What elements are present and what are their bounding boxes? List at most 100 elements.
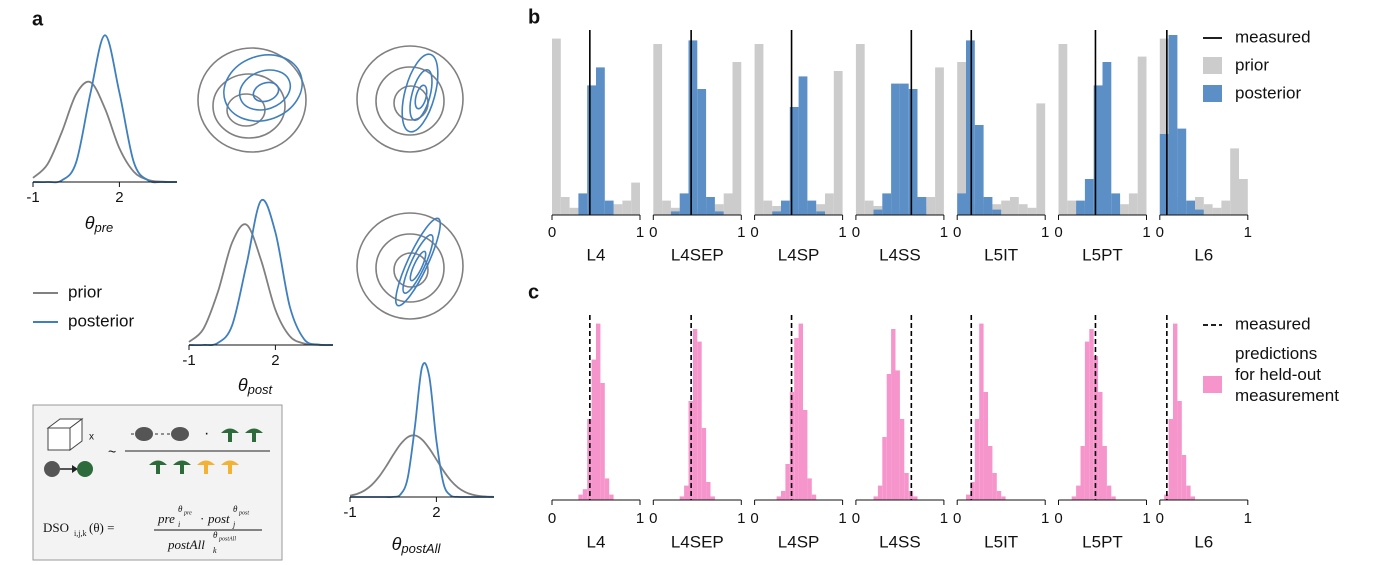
histogram-bar [913, 496, 918, 500]
histogram-bar [701, 428, 707, 500]
x-tick-label: 1 [940, 224, 948, 241]
x-tick-label: 0 [649, 224, 657, 241]
histogram-bar [988, 446, 993, 500]
x-tick-label: 0 [852, 224, 860, 241]
legend-label: posterior [68, 311, 134, 330]
legend-label: measured [1235, 27, 1311, 46]
histogram-bar [582, 489, 588, 500]
histogram-bar [811, 494, 817, 500]
histogram-bar [1106, 485, 1112, 500]
contour-plot [197, 47, 307, 153]
histogram-bar [679, 193, 689, 215]
histogram-bar [772, 206, 781, 215]
model-box: x ~ · DSO i,j,k (θ) = pre i θ pre · post… [32, 404, 283, 561]
histogram-bar [1173, 323, 1178, 500]
category-label: L4 [587, 532, 606, 551]
histogram-bar [781, 200, 790, 215]
histogram-bar [1120, 204, 1129, 215]
histogram-bar [552, 38, 561, 215]
histogram-bar [1067, 200, 1077, 215]
x-tick-label: 0 [1054, 510, 1062, 527]
histogram-bar [807, 200, 817, 215]
histogram-bar [1203, 204, 1213, 215]
x-axis-label-symbol: θ [85, 213, 95, 233]
histogram-bar [970, 482, 975, 500]
histogram-bar [966, 494, 971, 500]
histogram-bar [882, 437, 887, 500]
x-axis-label-sub: post [247, 382, 274, 397]
histogram-bar [873, 496, 878, 500]
histogram-bar [1212, 207, 1222, 215]
formula-text: i,j,k [74, 529, 86, 538]
histogram-bar [596, 323, 601, 500]
histogram-bar [600, 383, 605, 500]
histogram-bar [706, 197, 715, 215]
histogram-bar [1159, 38, 1169, 215]
x-axis-label: θpostAll [392, 534, 442, 557]
histogram-bar [578, 494, 583, 500]
histogram-bar [1168, 35, 1178, 215]
formula-text: post [207, 511, 230, 526]
legend-swatch [1203, 57, 1222, 74]
x-tick-label: 0 [953, 224, 961, 241]
legend-label: posterior [1235, 83, 1301, 102]
formula-text: (θ) = [89, 520, 114, 535]
histogram-bar [653, 44, 663, 215]
legend-swatch [1203, 376, 1222, 393]
histogram-bar [886, 374, 892, 500]
histogram-bar [1027, 207, 1037, 215]
histogram-bar [1071, 496, 1077, 500]
x-axis-label: θpre [85, 213, 114, 236]
histogram-bar [763, 200, 773, 215]
legend-label: prior [68, 282, 102, 301]
histogram-bar [996, 491, 1002, 500]
x-tick-label: 1 [737, 224, 745, 241]
density-line [188, 223, 334, 346]
legend-label: prior [1235, 55, 1269, 74]
x-tick-label: 1 [636, 224, 644, 241]
histogram-bar [891, 329, 896, 500]
histogram-bar [816, 211, 825, 215]
x-tick-label: 1 [737, 510, 745, 527]
histogram-bar [697, 341, 702, 500]
histogram-bar [974, 125, 984, 215]
x-axis-label: θpost [238, 375, 274, 398]
histogram-bar [613, 204, 623, 215]
x-tick-label: -1 [26, 189, 39, 206]
histogram-bar [1137, 56, 1147, 215]
histogram-bar [1098, 392, 1103, 500]
symbol: · [204, 425, 209, 442]
x-tick-label: 0 [1156, 510, 1164, 527]
histogram-bar [992, 473, 997, 500]
formula-text: postAll [167, 537, 205, 552]
x-axis-label-symbol: θ [392, 534, 402, 554]
formula-text: · [200, 511, 204, 526]
x-axis-label-sub: postAll [400, 541, 441, 556]
x-tick-label: 2 [432, 504, 440, 521]
histogram-bar [1102, 62, 1112, 215]
histogram-bar [1190, 496, 1195, 500]
formula-text: i [178, 520, 180, 529]
category-label: L4SS [879, 245, 921, 264]
formula-text: pre [183, 510, 192, 516]
histogram-bar [1195, 209, 1204, 215]
formula-text: θ [178, 504, 183, 514]
formula-text: post [238, 510, 249, 516]
x-tick-label: 0 [953, 510, 961, 527]
histogram-bar [1111, 496, 1116, 500]
category-label: L4SEP [671, 245, 724, 264]
histogram-bar [904, 473, 909, 500]
x-tick-label: 1 [838, 224, 846, 241]
x-tick-label: 0 [750, 224, 758, 241]
histogram-bar [587, 85, 596, 216]
histogram-bar [1221, 200, 1231, 215]
histogram-bar [891, 83, 900, 215]
histogram-bar [1168, 419, 1173, 500]
histogram-bar [957, 193, 966, 215]
histogram-bar [899, 419, 905, 500]
histogram-bar [569, 207, 579, 215]
histogram-bar [974, 419, 980, 500]
x-tick-label: 0 [649, 510, 657, 527]
histogram-bar [1186, 200, 1195, 215]
x-tick-label: 1 [1142, 510, 1150, 527]
